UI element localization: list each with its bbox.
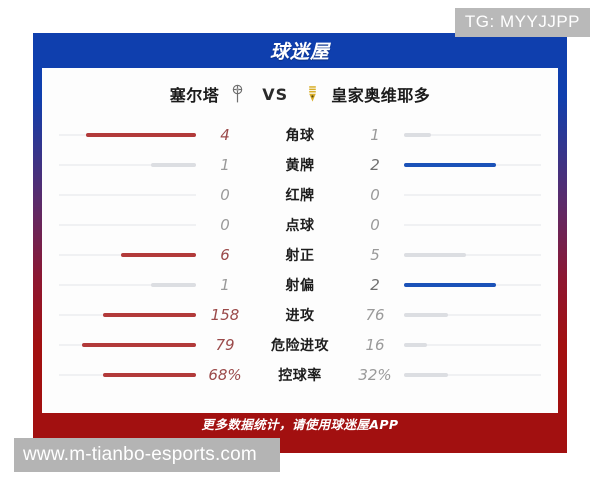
away-bar-background bbox=[404, 194, 541, 196]
away-value: 0 bbox=[370, 186, 380, 204]
home-bar-track bbox=[59, 283, 196, 287]
away-bar-fill bbox=[404, 313, 448, 317]
home-bar-track bbox=[59, 133, 196, 137]
poster-frame: 球迷屋 塞尔塔 VS bbox=[33, 33, 567, 433]
away-bar-track bbox=[404, 373, 541, 377]
home-bar-fill bbox=[150, 283, 196, 287]
home-value: 1 bbox=[220, 276, 230, 294]
home-bar-track bbox=[59, 313, 196, 317]
away-bar-background bbox=[404, 344, 541, 346]
stat-label: 点球 bbox=[285, 218, 315, 234]
home-bar-track bbox=[59, 253, 196, 257]
away-bar-fill bbox=[404, 253, 466, 257]
stat-label: 红牌 bbox=[285, 188, 315, 204]
away-bar-background bbox=[404, 224, 541, 226]
away-bar-fill bbox=[404, 163, 496, 167]
home-bar-background bbox=[59, 194, 196, 196]
stat-row: 1 黄牌 2 bbox=[59, 150, 541, 180]
home-bar-fill bbox=[102, 313, 196, 317]
stats-card: 塞尔塔 VS 皇家奥维耶多 bbox=[42, 68, 558, 413]
home-bar-fill bbox=[86, 133, 196, 137]
home-bar-track bbox=[59, 343, 196, 347]
celta-crest-icon bbox=[230, 84, 245, 104]
away-bar-track bbox=[404, 133, 541, 137]
home-bar-track bbox=[59, 193, 196, 197]
stat-row: 79 危险进攻 16 bbox=[59, 330, 541, 360]
stat-label: 角球 bbox=[285, 128, 315, 144]
stat-label: 进攻 bbox=[285, 308, 315, 324]
home-bar-track bbox=[59, 223, 196, 227]
home-value: 158 bbox=[210, 306, 240, 324]
home-value: 79 bbox=[215, 336, 235, 354]
stat-label: 控球率 bbox=[278, 368, 322, 384]
footer-strip: 更多数据统计，请使用球迷屋APP bbox=[33, 413, 567, 433]
stat-row: 0 红牌 0 bbox=[59, 180, 541, 210]
away-bar-track bbox=[404, 253, 541, 257]
home-bar-fill bbox=[150, 163, 196, 167]
home-bar-track bbox=[59, 163, 196, 167]
away-bar-fill bbox=[404, 283, 496, 287]
away-bar-fill bbox=[404, 343, 428, 347]
stat-row: 4 角球 1 bbox=[59, 120, 541, 150]
stat-row: 158 进攻 76 bbox=[59, 300, 541, 330]
away-bar-background bbox=[404, 314, 541, 316]
oviedo-crest-icon bbox=[305, 84, 320, 104]
away-bar-track bbox=[404, 163, 541, 167]
stats-table: 4 角球 1 1 黄牌 2 0 红牌 0 0 点球 0 6 射正 5 1 射偏 2 158 进攻 76 79 危险进攻 16 6… bbox=[42, 120, 558, 390]
away-bar-background bbox=[404, 374, 541, 376]
away-bar-background bbox=[404, 134, 541, 136]
away-bar-track bbox=[404, 223, 541, 227]
stat-label: 黄牌 bbox=[285, 158, 315, 174]
home-value: 4 bbox=[220, 126, 230, 144]
away-bar-background bbox=[404, 254, 541, 256]
home-value: 1 bbox=[220, 156, 230, 174]
watermark-url-text: www.m-tianbo-esports.com bbox=[23, 444, 257, 465]
away-value: 32% bbox=[358, 366, 392, 384]
away-value: 76 bbox=[365, 306, 385, 324]
home-value: 68% bbox=[208, 366, 242, 384]
footer-promo-text: 更多数据统计，请使用球迷屋APP bbox=[201, 416, 399, 432]
away-value: 2 bbox=[370, 156, 380, 174]
home-bar-background bbox=[59, 224, 196, 226]
away-bar-track bbox=[404, 193, 541, 197]
home-bar-fill bbox=[102, 373, 196, 377]
home-bar-track bbox=[59, 373, 196, 377]
telegram-handle-badge: TG: MYYJJPP bbox=[454, 8, 590, 37]
away-bar-fill bbox=[404, 373, 448, 377]
home-team-name: 塞尔塔 bbox=[169, 86, 220, 105]
home-bar-background bbox=[59, 284, 196, 286]
away-bar-track bbox=[404, 313, 541, 317]
away-bar-track bbox=[404, 343, 541, 347]
away-value: 5 bbox=[370, 246, 380, 264]
stat-row: 0 点球 0 bbox=[59, 210, 541, 240]
brand-title: 球迷屋 bbox=[269, 41, 330, 63]
away-value: 1 bbox=[370, 126, 380, 144]
title-bar: 球迷屋 bbox=[33, 33, 567, 68]
away-bar-track bbox=[404, 283, 541, 287]
stat-row: 6 射正 5 bbox=[59, 240, 541, 270]
away-value: 16 bbox=[365, 336, 385, 354]
stat-row: 1 射偏 2 bbox=[59, 270, 541, 300]
stat-row: 68% 控球率 32% bbox=[59, 360, 541, 390]
home-value: 6 bbox=[220, 246, 230, 264]
site-watermark: www.m-tianbo-esports.com bbox=[14, 438, 280, 472]
away-value: 2 bbox=[370, 276, 380, 294]
vs-label: VS bbox=[262, 84, 289, 104]
away-bar-fill bbox=[404, 133, 432, 137]
home-value: 0 bbox=[220, 216, 230, 234]
matchup-header: 塞尔塔 VS 皇家奥维耶多 bbox=[42, 68, 558, 120]
stat-label: 射偏 bbox=[285, 278, 315, 294]
away-team-name: 皇家奥维耶多 bbox=[331, 86, 431, 105]
away-value: 0 bbox=[370, 216, 380, 234]
telegram-handle-text: TG: MYYJJPP bbox=[464, 12, 580, 31]
home-bar-background bbox=[59, 164, 196, 166]
home-bar-fill bbox=[120, 253, 196, 257]
stat-label: 危险进攻 bbox=[271, 338, 329, 354]
home-bar-fill bbox=[82, 343, 196, 347]
stat-label: 射正 bbox=[285, 248, 315, 264]
home-value: 0 bbox=[220, 186, 230, 204]
